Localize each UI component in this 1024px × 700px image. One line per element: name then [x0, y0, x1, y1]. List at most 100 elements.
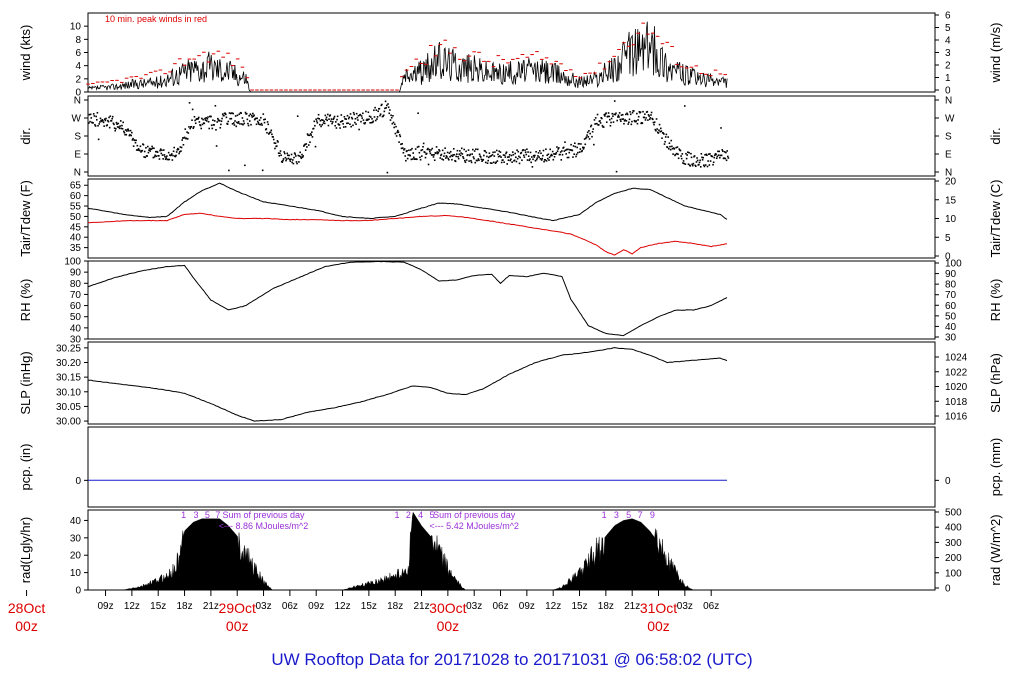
direction-point — [678, 148, 681, 150]
direction-point — [371, 121, 374, 124]
direction-point — [191, 108, 194, 111]
direction-point — [535, 158, 538, 161]
direction-point — [584, 143, 587, 146]
direction-point — [405, 159, 407, 162]
left-tick-label-rad: 30 — [70, 533, 82, 544]
direction-point — [95, 118, 98, 121]
direction-point — [274, 147, 276, 150]
direction-point — [216, 121, 219, 123]
direction-point — [602, 126, 605, 128]
direction-point — [506, 163, 509, 165]
direction-point — [271, 133, 273, 136]
direction-point — [680, 157, 683, 160]
direction-point — [642, 110, 644, 113]
direction-point — [210, 115, 212, 118]
direction-point — [514, 152, 516, 155]
ylabel-right-temp: Tair/Tdew (C) — [988, 179, 1003, 257]
direction-point — [363, 122, 366, 125]
direction-point — [668, 142, 671, 144]
left-tick-label-rh: 40 — [70, 323, 82, 334]
direction-point — [449, 150, 452, 153]
direction-point — [441, 158, 443, 160]
direction-point — [564, 141, 566, 143]
direction-point — [720, 127, 722, 129]
direction-point — [134, 141, 137, 144]
direction-point — [323, 120, 325, 123]
direction-point — [382, 114, 385, 117]
direction-point — [270, 129, 273, 132]
direction-point — [106, 124, 109, 126]
direction-point — [392, 115, 394, 117]
uv-index-label: 5 — [430, 510, 435, 520]
right-tick-label-wind: 3 — [945, 48, 951, 59]
direction-point — [107, 120, 110, 123]
series-direction — [88, 100, 730, 174]
direction-point — [172, 150, 175, 153]
direction-point — [578, 142, 580, 145]
direction-point — [307, 134, 309, 137]
direction-point — [476, 159, 478, 162]
direction-point — [331, 122, 333, 125]
direction-point — [237, 122, 239, 124]
direction-point — [548, 156, 551, 159]
direction-point — [168, 158, 171, 161]
direction-point — [494, 151, 496, 153]
direction-point — [358, 128, 360, 131]
hour-tick-label: 06z — [282, 601, 298, 612]
direction-point — [250, 123, 252, 126]
direction-point — [354, 121, 356, 124]
direction-point — [497, 153, 499, 156]
direction-point — [656, 128, 658, 130]
direction-point — [401, 147, 404, 149]
direction-point — [646, 110, 649, 113]
direction-point — [660, 127, 662, 130]
direction-point — [293, 152, 296, 154]
left-tick-label-slp: 30.20 — [56, 358, 81, 369]
left-tick-label-rad: 10 — [70, 568, 82, 579]
direction-point — [97, 138, 100, 141]
direction-point — [546, 154, 548, 157]
direction-point — [146, 155, 148, 157]
direction-point — [317, 117, 319, 120]
direction-point — [156, 151, 159, 153]
direction-point — [320, 125, 322, 128]
direction-point — [132, 145, 135, 147]
direction-point — [137, 148, 140, 150]
direction-point — [282, 158, 285, 160]
direction-point — [712, 161, 715, 164]
right-tick-label-dir: S — [945, 132, 952, 143]
hour-tick-label: 12z — [334, 601, 350, 612]
direction-point — [318, 118, 321, 120]
direction-point — [589, 132, 591, 135]
direction-point — [269, 131, 272, 133]
direction-point — [322, 119, 324, 121]
direction-point — [567, 148, 569, 151]
direction-point — [215, 128, 217, 131]
direction-point — [663, 143, 666, 145]
direction-point — [354, 117, 357, 120]
direction-point — [131, 131, 133, 134]
right-tick-label-rh: 50 — [945, 311, 957, 322]
direction-point — [304, 143, 306, 146]
direction-point — [206, 118, 209, 120]
direction-point — [151, 147, 154, 150]
direction-point — [685, 157, 688, 160]
direction-point — [566, 148, 568, 151]
direction-point — [103, 118, 106, 120]
direction-point — [333, 115, 336, 118]
direction-point — [548, 159, 550, 161]
day-tick-time: 00z — [15, 618, 38, 634]
direction-point — [389, 109, 391, 111]
direction-point — [148, 147, 151, 150]
direction-point — [622, 118, 625, 120]
ylabel-left-rad: rad(Lgly/hr) — [18, 517, 33, 583]
direction-point — [240, 123, 243, 125]
direction-point — [360, 115, 363, 117]
direction-point — [543, 160, 545, 163]
direction-point — [677, 153, 679, 156]
direction-point — [391, 122, 394, 125]
direction-point — [160, 152, 163, 155]
direction-point — [345, 118, 348, 120]
direction-point — [452, 147, 455, 150]
direction-point — [717, 150, 719, 153]
